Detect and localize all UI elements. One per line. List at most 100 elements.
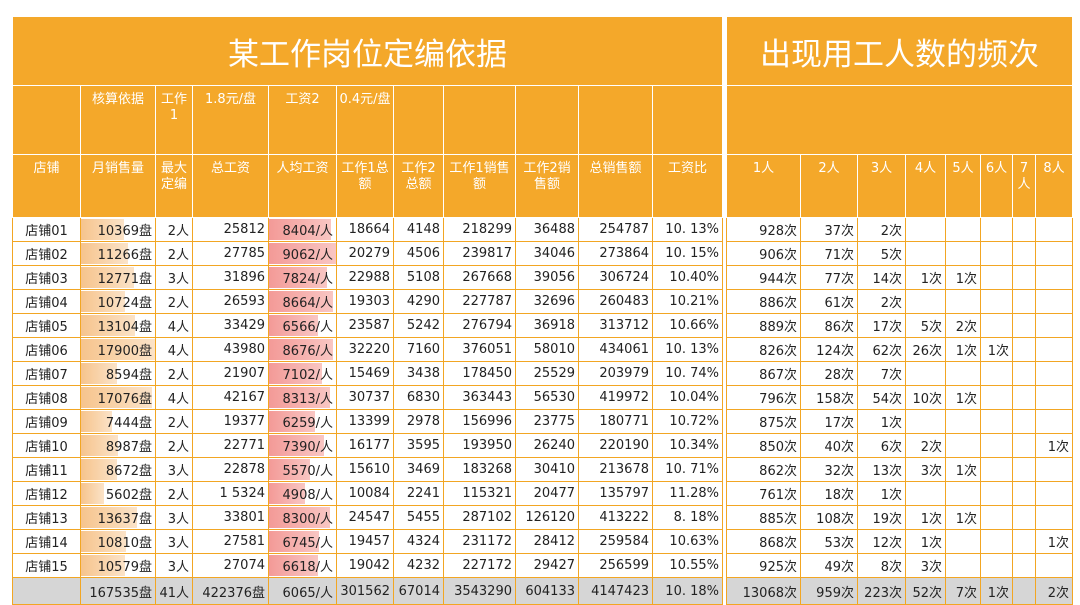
data-row: 店铺12 5602盘 2人 1 5324 4908/人 10084 2241 115321 20…: [12, 481, 723, 506]
cell: 1次: [905, 529, 946, 554]
header-cell: [578, 85, 653, 155]
data-row: 796次 158次 54次 10次 1次: [726, 385, 1073, 410]
cell: [980, 289, 1013, 314]
cell: 254787: [578, 217, 653, 242]
data-row: 店铺06 17900盘 4人 43980 8676/人 32220 7160 376051 58…: [12, 337, 723, 362]
cell: 2人: [155, 217, 193, 242]
cell: 276794: [443, 313, 516, 338]
data-row: 店铺05 13104盘 4人 33429 6566/人 23587 5242 276794 36…: [12, 313, 723, 338]
cell: 店铺03: [12, 265, 81, 290]
header-row: 店铺 月销售量 最大定编 总工资 人均工资 工作1总额 工作2总额 工作1销售额 工作2销售额总…: [12, 154, 723, 218]
cell: 8672盘: [80, 457, 156, 482]
total-row: 13068次 959次 223次 52次 7次 1次 2次: [726, 577, 1073, 605]
cell: [945, 289, 981, 314]
cell: [980, 457, 1013, 482]
cell: 178450: [443, 361, 516, 386]
header-cell: 2人: [800, 154, 858, 218]
total-cell: 67014: [393, 577, 444, 605]
header-cell: 6人: [980, 154, 1013, 218]
cell: 店铺05: [12, 313, 81, 338]
cell: 376051: [443, 337, 516, 362]
cell: 13104盘: [80, 313, 156, 338]
cell: 2次: [857, 217, 906, 242]
cell: 6次: [857, 433, 906, 458]
cell-text: 5602盘: [105, 488, 152, 503]
cell: [905, 481, 946, 506]
cell: 6745/人: [268, 529, 337, 554]
data-bar: [269, 387, 331, 408]
cell: 761次: [726, 481, 801, 506]
cell: 10.66%: [652, 313, 723, 338]
cell: [1012, 481, 1036, 506]
cell: [1012, 457, 1036, 482]
cell: 180771: [578, 409, 653, 434]
total-cell: 959次: [800, 577, 858, 605]
data-bar: [81, 555, 125, 576]
cell: 2241: [393, 481, 444, 506]
cell: 4人: [155, 385, 193, 410]
cell: 256599: [578, 553, 653, 578]
cell: 413222: [578, 505, 653, 530]
cell: 1 5324: [192, 481, 269, 506]
cell: 3438: [393, 361, 444, 386]
cell: [1035, 481, 1073, 506]
cell: 5242: [393, 313, 444, 338]
cell: 273864: [578, 241, 653, 266]
cell: 925次: [726, 553, 801, 578]
cell: 13637盘: [80, 505, 156, 530]
total-cell: 301562: [336, 577, 394, 605]
data-row: 928次 37次 2次: [726, 217, 1073, 242]
cell-text: 11266盘: [97, 248, 152, 263]
cell: 889次: [726, 313, 801, 338]
cell: 15610: [336, 457, 394, 482]
cell: 10. 13%: [652, 217, 723, 242]
cell: 19次: [857, 505, 906, 530]
cell: 267668: [443, 265, 516, 290]
cell: 22988: [336, 265, 394, 290]
cell: 158次: [800, 385, 858, 410]
data-bar: [269, 555, 318, 576]
header-cell: 4人: [905, 154, 946, 218]
cell: 108次: [800, 505, 858, 530]
cell: 2978: [393, 409, 444, 434]
cell: 20279: [336, 241, 394, 266]
cell: 5570/人: [268, 457, 337, 482]
data-bar: [81, 315, 136, 336]
cell: 8594盘: [80, 361, 156, 386]
data-row: 761次 18次 1次: [726, 481, 1073, 506]
cell: [945, 241, 981, 266]
cell: 1次: [1035, 529, 1073, 554]
cell: [1035, 361, 1073, 386]
cell: 53次: [800, 529, 858, 554]
cell: 11.28%: [652, 481, 723, 506]
cell: 43980: [192, 337, 269, 362]
total-cell: 1次: [980, 577, 1013, 605]
cell: 8987盘: [80, 433, 156, 458]
cell: 27074: [192, 553, 269, 578]
cell: [1035, 385, 1073, 410]
cell: [1012, 217, 1036, 242]
cell: 17次: [800, 409, 858, 434]
cell: 1次: [945, 337, 981, 362]
data-row: 店铺01 10369盘 2人 25812 8404/人 18664 4148 218299 36…: [12, 217, 723, 242]
cell: [1012, 289, 1036, 314]
cell: 36918: [515, 313, 579, 338]
cell: [905, 409, 946, 434]
header-cell: 1人: [726, 154, 801, 218]
data-bar: [81, 411, 112, 432]
cell: 10.21%: [652, 289, 723, 314]
cell: 86次: [800, 313, 858, 338]
cell: 2人: [155, 241, 193, 266]
cell-text: 8404/人: [282, 224, 333, 239]
cell: 店铺04: [12, 289, 81, 314]
header-cell: [515, 85, 579, 155]
cell-text: 8672盘: [105, 464, 152, 479]
cell: 4人: [155, 313, 193, 338]
header-cell: [443, 85, 516, 155]
cell-text: 10810盘: [97, 536, 152, 551]
cell: [1035, 553, 1073, 578]
data-bar: [81, 483, 105, 504]
data-bar: [269, 219, 332, 240]
cell: [905, 241, 946, 266]
data-bar: [81, 435, 119, 456]
